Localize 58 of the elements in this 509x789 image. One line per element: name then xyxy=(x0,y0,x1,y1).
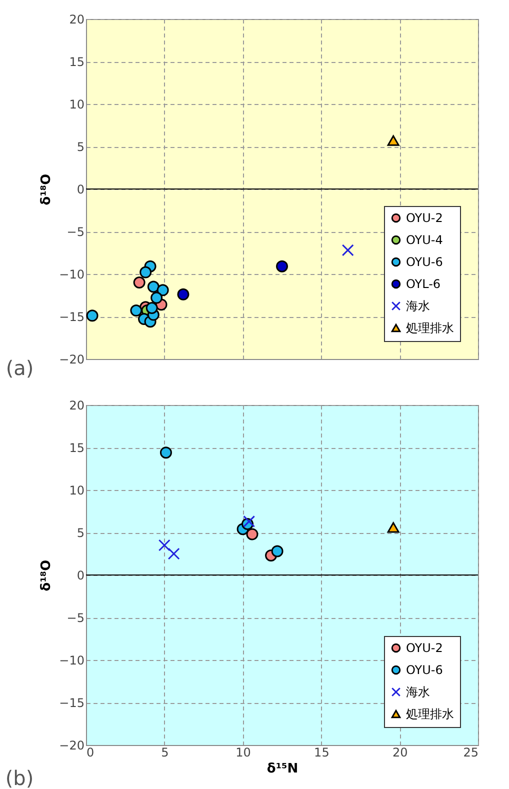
legend-label: OYU-6 xyxy=(406,255,443,269)
x-tick-label: 15 xyxy=(314,746,330,760)
point xyxy=(146,302,158,314)
y-tick-label: 10 xyxy=(69,98,84,112)
point xyxy=(140,266,152,278)
y-tick-label: −20 xyxy=(59,352,84,366)
x-tick-label: 5 xyxy=(161,746,169,760)
point xyxy=(158,539,170,552)
y-tick-label: 20 xyxy=(69,12,84,26)
y-tick-label: 15 xyxy=(69,55,84,69)
point xyxy=(160,446,172,459)
y-tick-label: 15 xyxy=(69,441,84,455)
point xyxy=(86,310,98,322)
y-tick-label: 20 xyxy=(69,398,84,412)
point xyxy=(342,244,354,256)
legend-label: OYU-4 xyxy=(406,233,443,247)
point xyxy=(276,260,288,272)
x-axis-title: δ¹⁵N xyxy=(266,762,298,776)
legend-label: 海水 xyxy=(406,299,430,313)
y-axis-title: δ¹⁸O xyxy=(39,560,54,592)
y-tick-label: −10 xyxy=(59,654,84,668)
point xyxy=(246,528,258,540)
text: (a) xyxy=(6,356,34,380)
y-tick-label: 0 xyxy=(76,182,84,196)
y-tick-label: −10 xyxy=(59,268,84,282)
legend-label: OYU-2 xyxy=(406,641,443,655)
legend-label: OYU-6 xyxy=(406,663,443,677)
y-tick-label: 5 xyxy=(76,526,84,540)
y-tick-label: 0 xyxy=(76,568,84,582)
legend-label: 処理排水 xyxy=(406,707,454,721)
legend-label: 海水 xyxy=(406,685,430,699)
y-tick-label: 10 xyxy=(69,484,84,498)
y-axis-title: δ¹⁸O xyxy=(39,174,54,206)
legend-label: OYL-6 xyxy=(406,277,441,291)
x-tick-label: 10 xyxy=(236,746,251,760)
text: (b) xyxy=(5,766,34,789)
point xyxy=(243,515,256,528)
x-tick-label: 20 xyxy=(392,746,408,760)
point xyxy=(147,280,160,293)
x-tick-label: 0 xyxy=(86,746,94,760)
y-tick-label: −20 xyxy=(59,738,84,752)
point xyxy=(271,545,284,558)
point xyxy=(133,276,146,288)
point xyxy=(177,288,190,300)
y-tick-label: −5 xyxy=(66,611,84,625)
y-tick-label: −15 xyxy=(59,696,84,710)
y-tick-label: −5 xyxy=(66,225,84,239)
point xyxy=(168,548,180,560)
y-tick-label: −15 xyxy=(59,310,84,324)
point xyxy=(150,292,163,304)
legend-label: OYU-2 xyxy=(406,211,443,225)
x-tick-label: 25 xyxy=(463,746,478,760)
point xyxy=(130,304,142,317)
y-tick-label: 5 xyxy=(76,140,84,154)
point xyxy=(156,284,169,296)
legend-label: 処理排水 xyxy=(406,321,454,335)
point xyxy=(387,522,400,533)
point xyxy=(387,135,400,146)
